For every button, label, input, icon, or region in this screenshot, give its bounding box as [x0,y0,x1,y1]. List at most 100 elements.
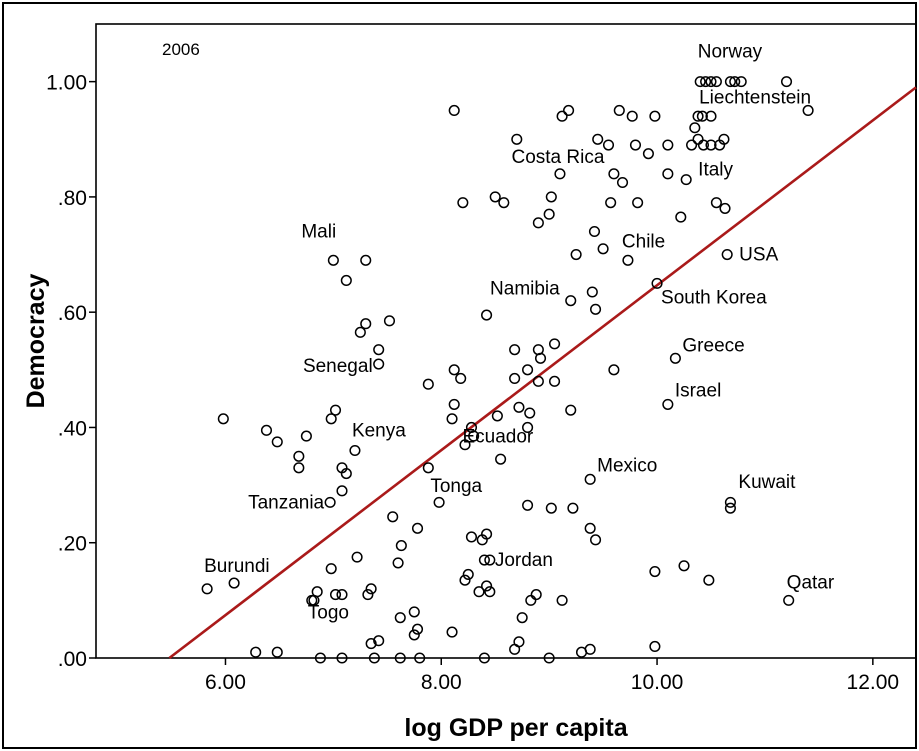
data-point [365,638,377,650]
data-point [735,76,747,88]
labeled-data-point [201,583,213,595]
data-point [632,197,644,209]
x-tick-label: 6.00 [205,671,246,694]
data-point [549,375,561,387]
fit-line-layer [168,86,917,660]
data-point [608,168,620,180]
point-label: Costa Rica [511,147,604,168]
point-label: Liechtenstein [699,87,811,108]
data-point [373,344,385,356]
data-point [336,485,348,497]
y-tick-label: .20 [58,533,87,556]
data-point [395,540,407,552]
data-point [446,413,458,425]
data-point [662,168,674,180]
data-point [383,315,396,327]
data-point [340,274,352,287]
data-point [336,589,348,601]
fit-line [168,86,917,660]
data-point [228,577,240,589]
data-point [675,211,687,223]
point-label: Norway [698,42,763,63]
data-point [705,76,717,88]
data-point [586,286,598,298]
data-point [556,110,568,122]
data-point [260,424,273,436]
point-labels-layer: Norway Liechtenstein Costa Rica Italy Mali Ch… [204,42,835,624]
data-point [394,652,406,664]
data-point [465,531,478,543]
data-point [373,635,385,647]
data-point [597,243,609,255]
data-point [481,528,493,540]
data-point [481,580,493,592]
data-point [455,372,467,385]
data-point [592,133,604,145]
labeled-data-point [324,496,336,508]
data-point [394,612,406,624]
data-point [590,534,602,546]
data-point [354,326,366,338]
data-point [705,110,717,122]
y-tick-label: .00 [58,648,87,671]
data-point [516,612,528,624]
x-tick-label: 8.00 [421,671,462,694]
data-point [545,191,557,203]
point-label: Qatar [787,572,835,593]
data-point [556,594,568,606]
x-tick-label: 12.00 [847,671,900,694]
data-point [522,364,534,376]
labeled-data-point [783,594,795,606]
plot-area [95,23,917,659]
data-point [478,554,490,566]
labeled-data-point [680,174,692,186]
data-point [524,407,536,419]
data-point [588,225,601,238]
data-point [351,551,363,563]
data-point [411,522,424,534]
labeled-data-point [306,594,318,606]
data-point [710,197,722,209]
data-point [448,398,460,410]
data-point [532,375,544,387]
data-point [489,191,501,203]
data-point [329,589,342,601]
data-point [692,110,704,122]
data-point [686,139,698,151]
data-point [605,197,617,209]
data-point [250,646,262,658]
points-layer [201,76,814,664]
data-point [522,499,534,511]
data-point [694,76,706,88]
labeled-data-point [651,277,663,289]
data-point [293,462,305,474]
data-point [719,202,731,214]
data-point [662,139,674,151]
point-label: Kuwait [738,472,796,493]
data-point [642,148,654,160]
labeled-data-point [465,421,478,434]
data-point [584,522,596,534]
point-label: Senegal [303,356,373,377]
data-point [448,104,460,117]
x-axis-title: log GDP per capita [404,714,628,742]
data-point [649,110,661,122]
y-tick-label: .60 [58,302,87,325]
data-point [602,139,615,151]
data-point [509,344,521,356]
labeled-data-point [554,168,566,180]
labeled-data-point [729,76,741,88]
data-point [271,646,283,658]
data-point [565,404,577,416]
chart-title: 2006 [162,40,200,59]
data-point [697,139,709,151]
data-point [616,176,629,189]
point-label: Mexico [597,455,657,476]
data-point [329,404,342,416]
labeled-data-point [584,473,596,485]
y-axis-title: Democracy [22,274,50,409]
data-point [509,372,521,385]
y-tick-label: 1.00 [46,72,87,95]
point-label: Namibia [490,279,560,300]
